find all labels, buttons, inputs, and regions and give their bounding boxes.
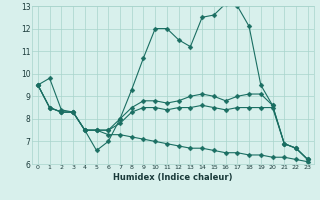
X-axis label: Humidex (Indice chaleur): Humidex (Indice chaleur) xyxy=(113,173,233,182)
